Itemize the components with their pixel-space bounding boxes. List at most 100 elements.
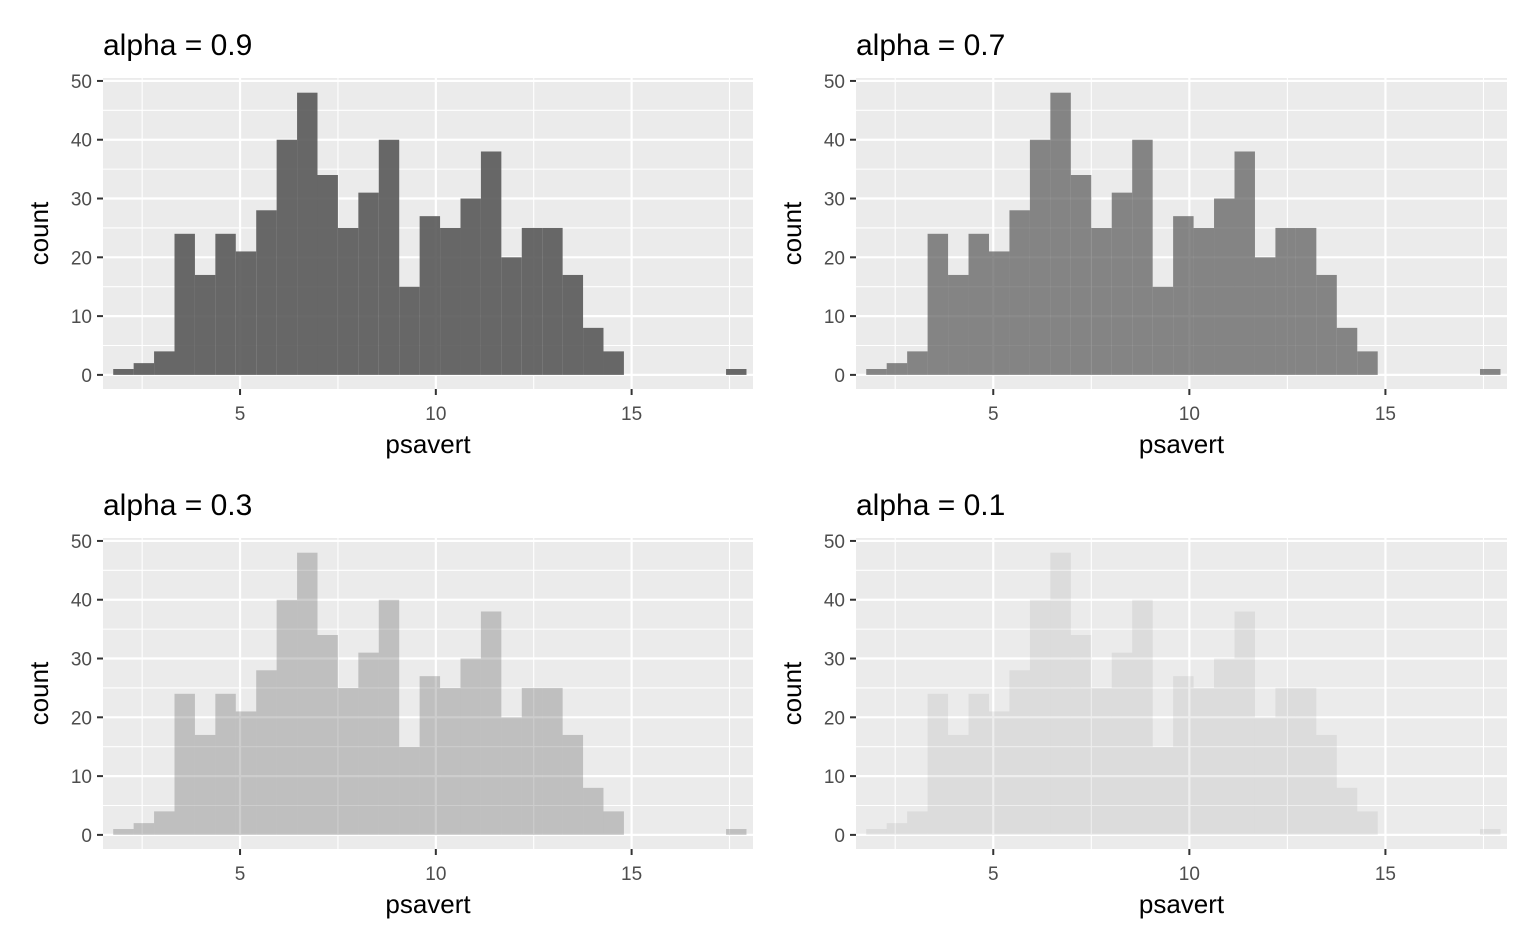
- histogram-bar: [1316, 734, 1337, 835]
- histogram-bar: [440, 687, 461, 835]
- x-tick-label: 15: [621, 404, 642, 425]
- y-tick-label: 0: [834, 826, 845, 847]
- y-tick-label: 10: [824, 307, 845, 328]
- histogram-bar: [1050, 92, 1071, 375]
- histogram-bar: [1336, 327, 1358, 375]
- histogram-bar: [886, 363, 908, 375]
- histogram-bar: [480, 611, 502, 835]
- histogram-bar: [317, 635, 338, 835]
- histogram-bar: [726, 829, 747, 835]
- histogram-bar: [1173, 676, 1194, 835]
- x-axis-title: psavert: [1139, 889, 1225, 919]
- histogram-bar: [460, 198, 481, 375]
- histogram-bar: [399, 746, 420, 835]
- histogram-bar: [1193, 687, 1215, 835]
- histogram-bar: [501, 717, 522, 835]
- histogram-bar: [154, 811, 175, 835]
- x-tick-label: 10: [1179, 404, 1200, 425]
- histogram-bar: [399, 286, 420, 375]
- y-tick-label: 0: [834, 366, 845, 387]
- histogram-bar: [1357, 811, 1378, 835]
- histogram-bar: [440, 227, 461, 375]
- histogram-bar: [948, 274, 969, 375]
- chart-title: alpha = 0.7: [856, 29, 1005, 62]
- histogram-bar: [1152, 286, 1174, 375]
- histogram-bar: [726, 369, 747, 375]
- histogram-bar: [948, 734, 969, 835]
- histogram-bar: [1111, 192, 1133, 375]
- histogram-bar: [521, 227, 543, 375]
- histogram-bar: [1009, 210, 1030, 375]
- histogram-bar: [1070, 635, 1092, 835]
- histogram-bar: [256, 670, 277, 835]
- histogram-bar: [337, 687, 359, 835]
- x-tick-label: 15: [1375, 404, 1396, 425]
- histogram-bar: [603, 351, 624, 375]
- y-tick-label: 0: [81, 826, 92, 847]
- histogram-bar: [988, 711, 1010, 835]
- panel-background: [856, 538, 1507, 849]
- histogram-bar: [133, 823, 155, 835]
- histogram-bar: [1254, 717, 1276, 835]
- histogram-bar: [358, 192, 379, 375]
- histogram-bar: [542, 687, 563, 835]
- y-axis-title: count: [777, 201, 807, 265]
- histogram-bar: [1091, 687, 1112, 835]
- histogram-bar: [1009, 670, 1030, 835]
- histogram-bar: [480, 151, 502, 375]
- histogram-bar: [174, 233, 195, 375]
- histogram-bar: [317, 175, 338, 375]
- y-tick-label: 30: [71, 190, 92, 211]
- histogram-bar: [358, 652, 379, 835]
- y-tick-label: 20: [824, 708, 845, 729]
- x-tick-label: 10: [1179, 864, 1200, 885]
- histogram-bar: [562, 274, 584, 375]
- histogram-bar: [1234, 151, 1255, 375]
- y-tick-label: 20: [71, 708, 92, 729]
- histogram-bar: [215, 693, 236, 835]
- histogram-bar: [1111, 652, 1133, 835]
- histogram-bar: [235, 711, 257, 835]
- histogram-bar: [1357, 351, 1378, 375]
- chart-panel-4: 0 10 20 30 40 50 5 10 15 psavert count alpha = 0.1: [777, 489, 1507, 919]
- histogram-bar: [1214, 658, 1235, 835]
- histogram-bar: [968, 693, 989, 835]
- x-axis-title: psavert: [1139, 429, 1225, 459]
- chart-panel-2: 0 10 20 30 40 50 5 10 15 psavert count alpha = 0.7: [777, 29, 1507, 459]
- histogram-bar: [194, 274, 216, 375]
- y-tick-label: 50: [824, 72, 845, 93]
- histogram-bar: [562, 734, 584, 835]
- y-tick-label: 20: [824, 248, 845, 269]
- histogram-bar: [583, 327, 604, 375]
- x-axis-title: psavert: [385, 889, 471, 919]
- histogram-bar: [866, 829, 887, 835]
- y-tick-label: 40: [824, 131, 845, 152]
- histogram-bar: [988, 251, 1010, 375]
- histogram-bar: [1295, 687, 1317, 835]
- x-tick-label: 5: [235, 864, 246, 885]
- x-axis-title: psavert: [385, 429, 471, 459]
- histogram-bar: [1029, 599, 1051, 835]
- histogram-bar: [378, 599, 400, 835]
- histogram-bar: [542, 227, 563, 375]
- histogram-bar: [256, 210, 277, 375]
- histogram-bar: [276, 139, 298, 375]
- histogram-bar: [1070, 175, 1092, 375]
- histogram-bar: [174, 693, 195, 835]
- histogram-bar: [927, 233, 949, 375]
- x-tick-label: 5: [988, 864, 999, 885]
- y-tick-label: 40: [71, 131, 92, 152]
- histogram-bar: [1132, 599, 1153, 835]
- histogram-bar: [1214, 198, 1235, 375]
- histogram-bar: [1091, 227, 1112, 375]
- histogram-bar: [1480, 829, 1501, 835]
- histogram-bar: [866, 369, 887, 375]
- histogram-bar: [378, 139, 400, 375]
- y-tick-label: 0: [81, 366, 92, 387]
- y-axis-title: count: [24, 661, 54, 725]
- y-tick-label: 30: [824, 190, 845, 211]
- histogram-bar: [1275, 687, 1296, 835]
- histogram-bar: [583, 787, 604, 835]
- histogram-bar: [460, 658, 481, 835]
